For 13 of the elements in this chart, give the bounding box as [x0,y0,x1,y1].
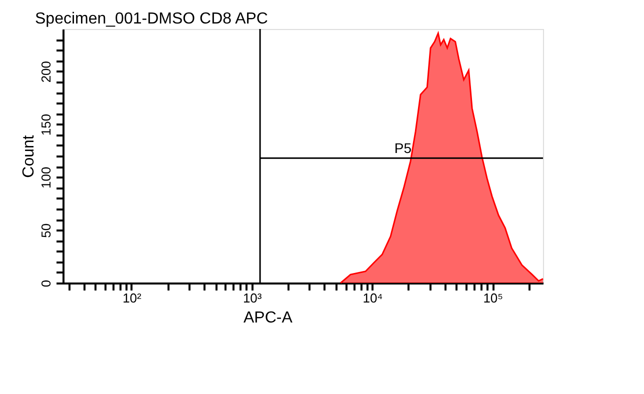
x-tick-label: 10³ [242,290,262,306]
y-tick-label: 0 [38,280,54,288]
y-tick-label: 100 [38,166,54,189]
chart-title: Specimen_001-DMSO CD8 APC [35,10,268,28]
x-tick-label: 10⁴ [362,290,383,306]
annotation: P5 [394,140,412,156]
y-tick-label: 200 [38,60,54,83]
y-tick-label: 150 [38,114,54,136]
x-tick-label: 10⁵ [483,290,504,306]
x-tick-label: 10² [122,290,142,306]
y-axis-title: Count [20,134,38,178]
y-tick-label: 50 [38,223,54,238]
x-axis-title: APC-A [244,310,293,326]
